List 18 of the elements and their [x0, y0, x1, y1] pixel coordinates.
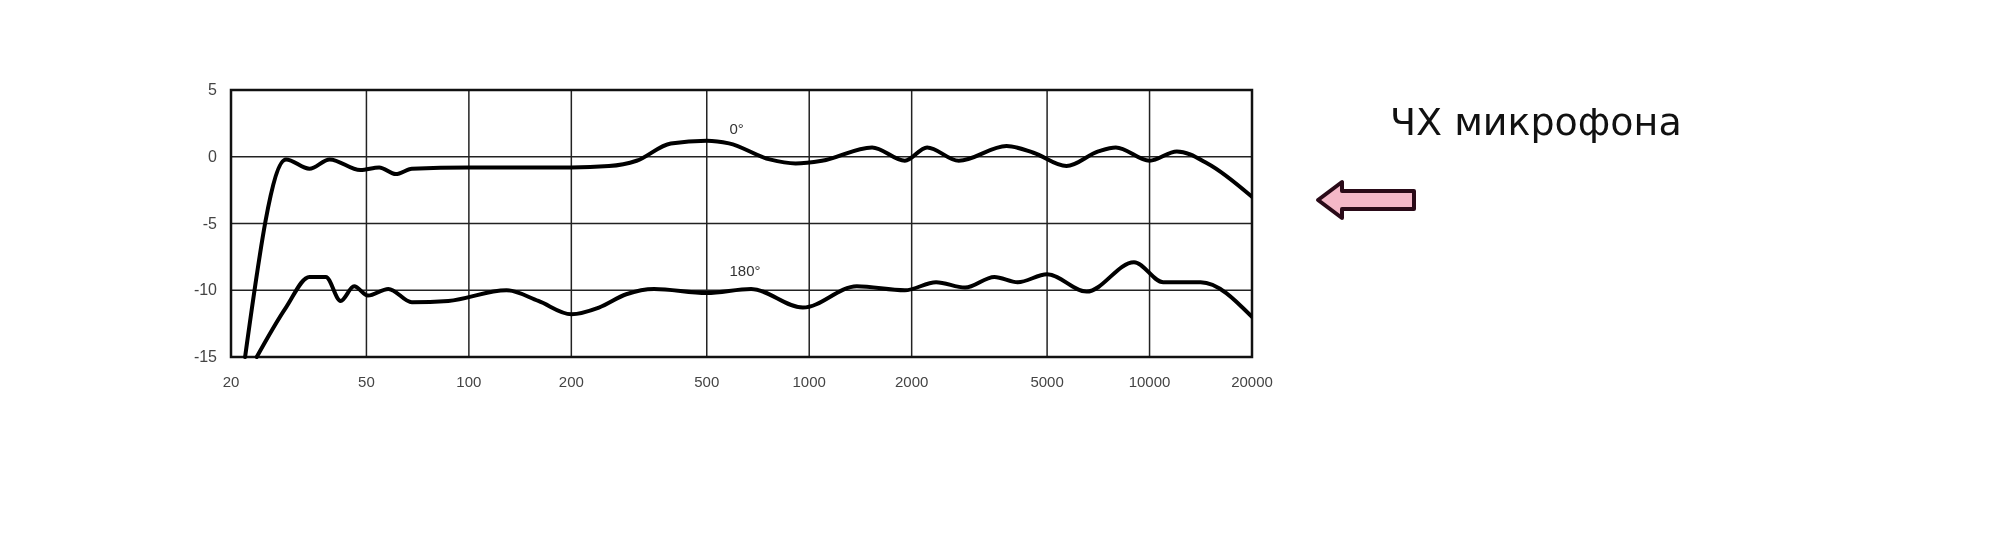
y-tick-label: 5	[208, 81, 218, 98]
x-tick-label: 100	[456, 373, 482, 390]
series-label: 0°	[729, 120, 744, 138]
x-tick-label: 500	[694, 373, 720, 390]
y-tick-label: 0	[208, 147, 218, 165]
series-label: 180°	[729, 261, 761, 279]
x-tick-label: 10000	[1128, 373, 1171, 390]
x-tick-label: 20	[222, 373, 240, 390]
x-tick-label: 5000	[1030, 373, 1064, 390]
x-tick-label: 200	[558, 373, 584, 390]
y-tick-label: -10	[193, 281, 218, 299]
y-tick-label: -15	[193, 348, 218, 365]
x-tick-label: 1000	[792, 373, 826, 390]
y-tick-label: -5	[202, 214, 218, 232]
text: ЧХ микрофона	[1390, 100, 1682, 144]
x-tick-label: 2000	[894, 373, 929, 390]
x-tick-label: 20000	[1231, 373, 1273, 390]
x-tick-label: 50	[358, 373, 375, 390]
